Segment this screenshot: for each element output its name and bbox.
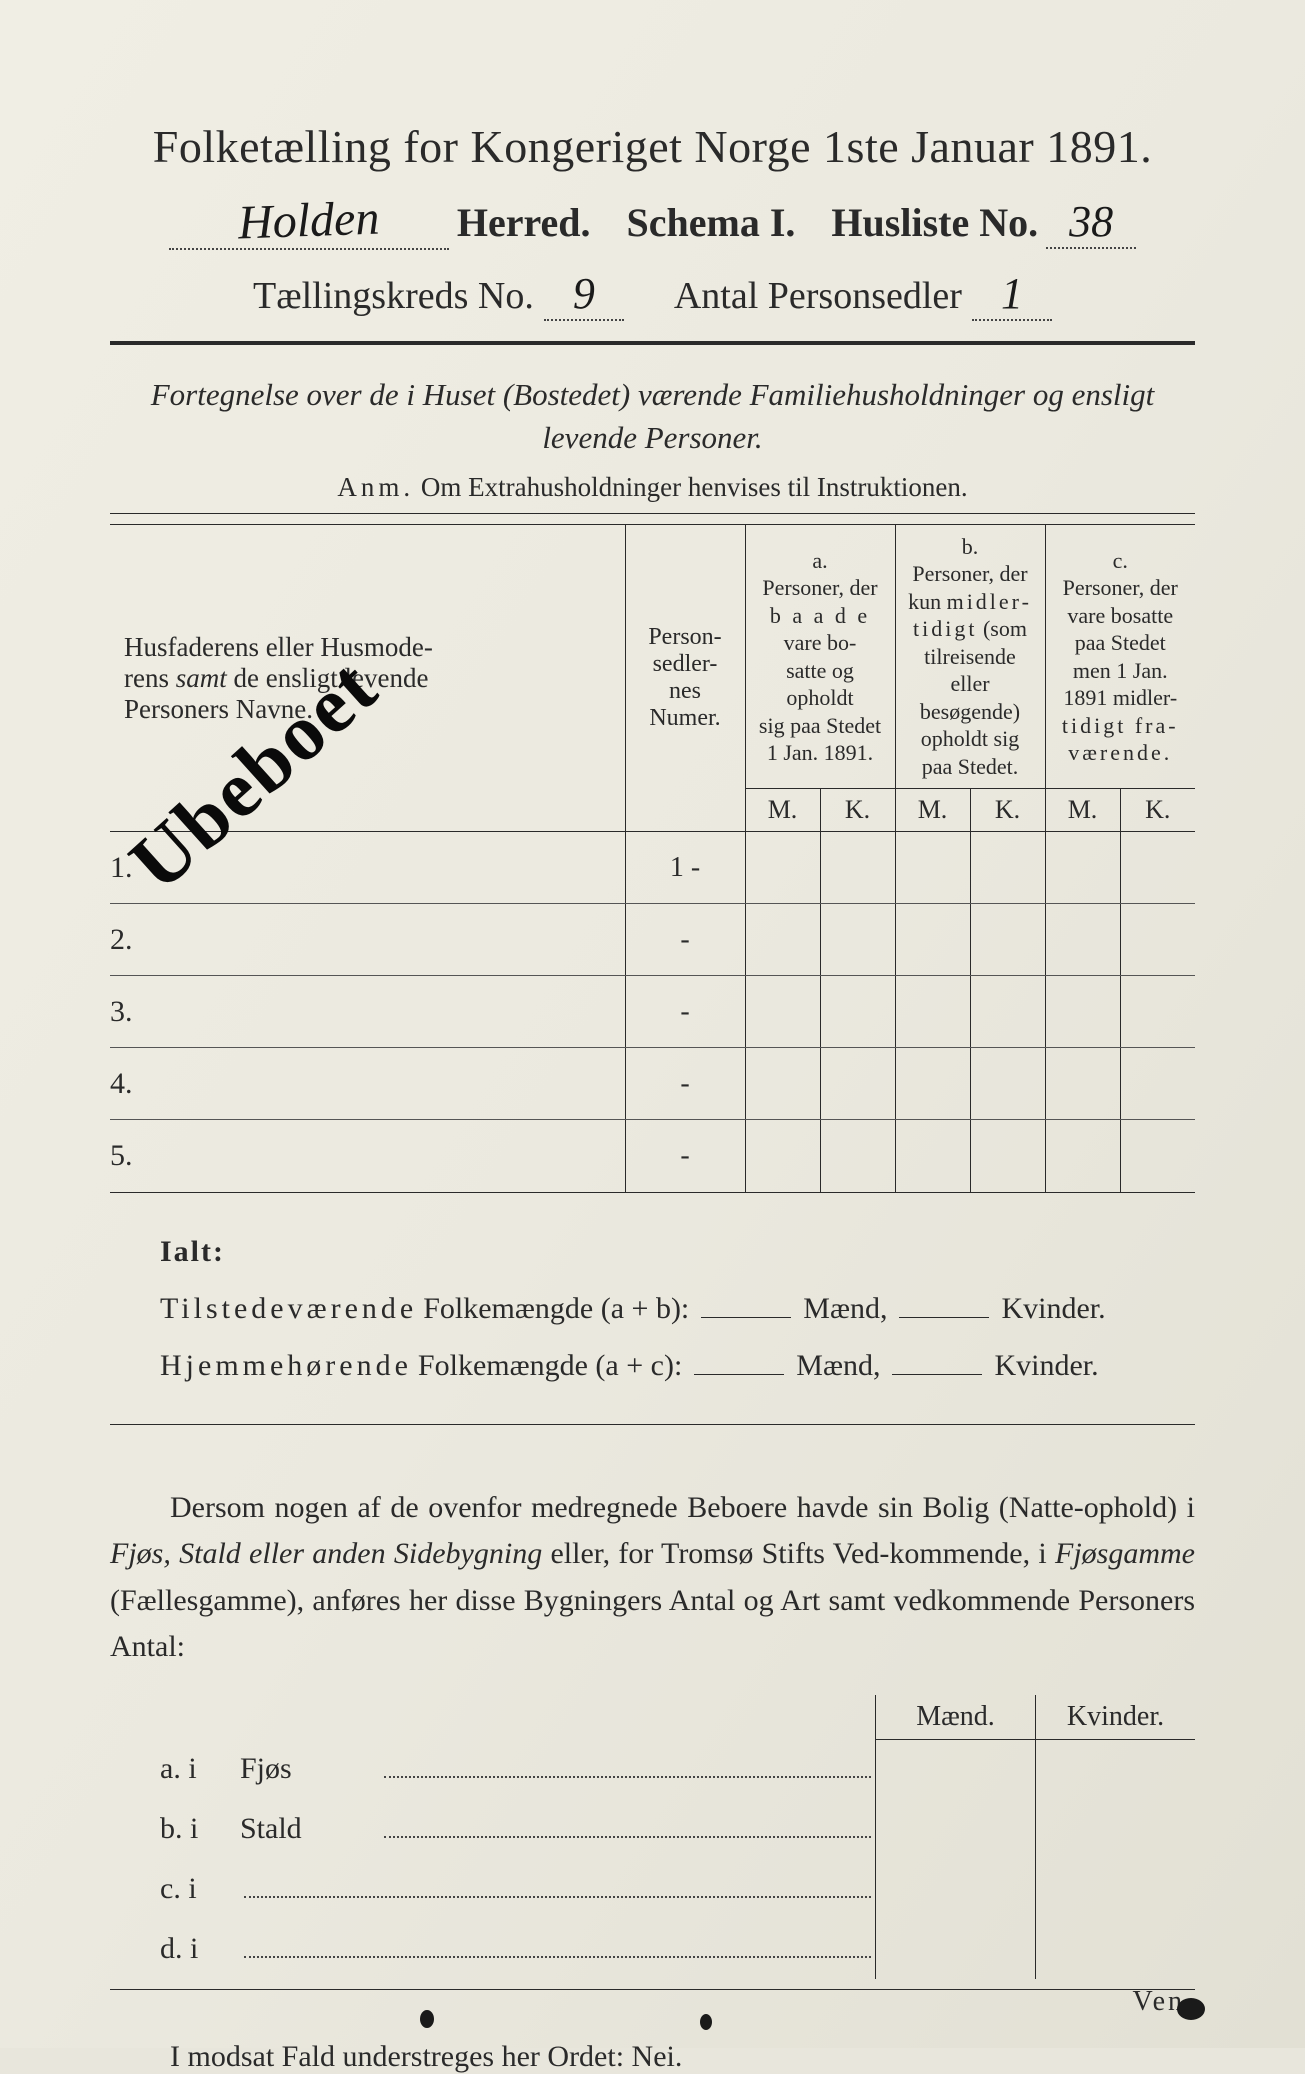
totals-row-2: Hjemmehørende Folkemængde (a + c): Mænd,…	[160, 1337, 1195, 1394]
herred-value: Holden	[237, 191, 380, 251]
sb-right: Mænd. Kvinder.	[875, 1695, 1195, 1979]
col-header-names: Husfaderens eller Husmode- rens samt de …	[110, 524, 625, 832]
husliste-field: 38	[1046, 196, 1136, 249]
antal-value: 1	[1001, 269, 1023, 318]
col-header-b: b. Personer, der kun midler- tidigt (som…	[895, 524, 1045, 789]
col-c-k: K.	[1120, 789, 1195, 832]
sb-row: b. i Stald	[160, 1799, 875, 1859]
rule-1	[110, 341, 1195, 345]
col-b-m: M.	[895, 789, 970, 832]
kreds-value: 9	[573, 269, 595, 318]
totals-section: Ialt: Tilstedeværende Folkemængde (a + b…	[110, 1223, 1195, 1394]
anm-label: Anm.	[337, 472, 414, 502]
col-a-k: K.	[820, 789, 895, 832]
table-row: 2. -	[110, 904, 1195, 976]
husliste-value: 38	[1069, 197, 1113, 246]
row-name-cell	[150, 832, 625, 904]
dotted-line	[384, 1836, 871, 1838]
husliste-label: Husliste No.	[831, 199, 1038, 246]
blank-field	[899, 1317, 989, 1318]
rule-2	[110, 513, 1195, 514]
blank-field	[892, 1374, 982, 1375]
col-c-m: M.	[1045, 789, 1120, 832]
census-form-page: Folketælling for Kongeriget Norge 1ste J…	[0, 0, 1305, 2048]
title-line-1: Folketælling for Kongeriget Norge 1ste J…	[110, 120, 1195, 173]
anm-line: Anm. Om Extrahusholdninger henvises til …	[110, 472, 1195, 503]
subtitle: Fortegnelse over de i Huset (Bostedet) v…	[110, 373, 1195, 460]
col-header-c: c. Personer, der vare bosatte paa Stedet…	[1045, 524, 1195, 789]
sb-col-maend: Mænd.	[876, 1695, 1036, 1979]
col-b-k: K.	[970, 789, 1045, 832]
totals-row-1: Tilstedeværende Folkemængde (a + b): Mæn…	[160, 1280, 1195, 1337]
antal-field: 1	[972, 268, 1052, 321]
title-line-3: Tællingskreds No. 9 Antal Personsedler 1	[110, 268, 1195, 321]
table-body: 1. 1 - 2. - 3. - 4. -	[110, 832, 1195, 1192]
schema-label: Schema I.	[627, 199, 796, 246]
dotted-line	[244, 1956, 871, 1958]
kreds-label: Tællingskreds No.	[253, 274, 534, 318]
side-buildings-section: a. i Fjøs b. i Stald c. i d. i Mænd.	[110, 1695, 1195, 1979]
ink-blot	[420, 2010, 434, 2028]
rule-5	[110, 1989, 1195, 1990]
sb-row: a. i Fjøs	[160, 1739, 875, 1799]
herred-field: Holden	[169, 193, 449, 250]
kreds-field: 9	[544, 268, 624, 321]
antal-label: Antal Personsedler	[674, 274, 962, 318]
ink-blot	[700, 2014, 712, 2030]
anm-text: Om Extrahusholdninger henvises til Instr…	[421, 472, 968, 502]
table-row: 1. 1 -	[110, 832, 1195, 904]
main-table: Husfaderens eller Husmode- rens samt de …	[110, 524, 1195, 1192]
ialt-label: Ialt:	[160, 1223, 1195, 1280]
sb-row: d. i	[160, 1919, 875, 1979]
table-row: 5. -	[110, 1120, 1195, 1192]
col-a-m: M.	[745, 789, 820, 832]
dotted-line	[244, 1896, 871, 1898]
title-line-2: Holden Herred. Schema I. Husliste No. 38	[110, 193, 1195, 250]
blank-field	[694, 1374, 784, 1375]
col-header-numer: Person-sedler-nesNumer.	[625, 524, 745, 832]
row-numer: 1 -	[625, 832, 745, 904]
col-header-a: a. Personer, der b a a d e vare bo- satt…	[745, 524, 895, 789]
sb-left: a. i Fjøs b. i Stald c. i d. i	[110, 1695, 875, 1979]
footer-line: I modsat Fald understreges her Ordet: Ne…	[110, 2040, 1195, 2074]
paragraph: Dersom nogen af de ovenfor medregnede Be…	[110, 1485, 1195, 1671]
blank-field	[701, 1317, 791, 1318]
dotted-line	[384, 1776, 871, 1778]
row-number: 1.	[110, 832, 150, 904]
sb-row: c. i	[160, 1859, 875, 1919]
herred-label: Herred.	[457, 199, 591, 246]
sb-col-kvinder: Kvinder.	[1036, 1695, 1195, 1979]
table-row: 4. -	[110, 1048, 1195, 1120]
ink-blot	[1177, 1998, 1205, 2020]
table-row: 3. -	[110, 976, 1195, 1048]
rule-4	[110, 1424, 1195, 1425]
rule-3	[110, 1192, 1195, 1193]
